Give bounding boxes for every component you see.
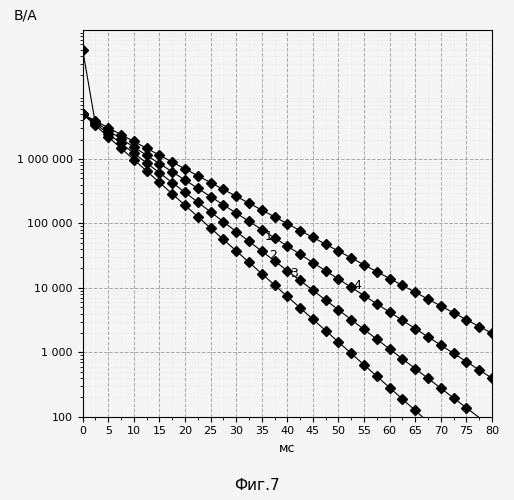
Y-axis label: B/A: B/A xyxy=(13,8,37,22)
Text: 1: 1 xyxy=(264,230,272,243)
Text: 2: 2 xyxy=(269,249,277,262)
Text: 3: 3 xyxy=(290,266,298,280)
Text: Фиг.7: Фиг.7 xyxy=(234,478,280,493)
Text: 4: 4 xyxy=(354,280,362,292)
X-axis label: мс: мс xyxy=(279,442,296,455)
